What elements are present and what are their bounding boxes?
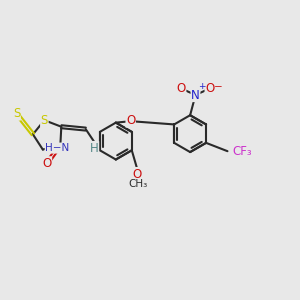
Text: O: O [205,82,214,95]
Text: O: O [133,168,142,181]
Text: CH₃: CH₃ [128,178,147,189]
Text: O: O [42,157,52,170]
Text: S: S [13,107,20,120]
Text: −: − [214,82,223,92]
Text: O: O [177,82,186,95]
Text: S: S [41,114,48,127]
Text: CF₃: CF₃ [232,145,252,158]
Text: N: N [191,88,200,101]
Text: H: H [90,142,99,154]
Text: +: + [198,82,205,91]
Text: O: O [126,114,135,127]
Text: H−N: H−N [45,143,69,153]
